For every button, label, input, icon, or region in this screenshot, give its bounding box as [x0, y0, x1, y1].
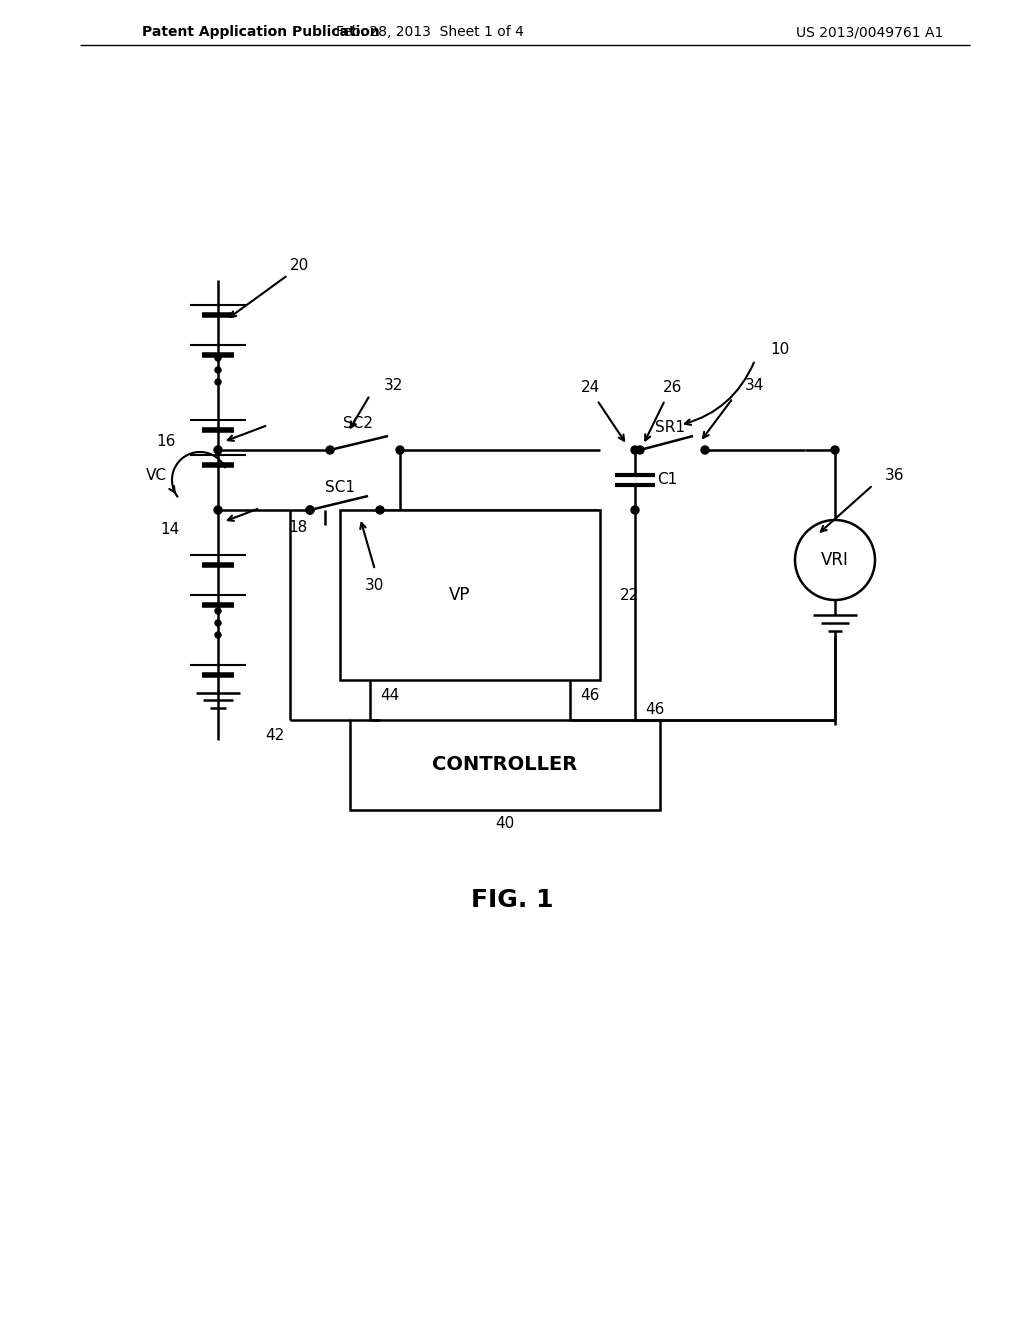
Text: VRI: VRI [821, 550, 849, 569]
Text: 40: 40 [496, 816, 515, 830]
Text: 10: 10 [770, 342, 790, 358]
Text: 46: 46 [645, 702, 665, 718]
Circle shape [396, 446, 404, 454]
Circle shape [215, 379, 221, 385]
Text: CONTROLLER: CONTROLLER [432, 755, 578, 775]
Circle shape [326, 446, 334, 454]
Circle shape [214, 446, 222, 454]
Bar [340, 510, 600, 680]
Text: 14: 14 [161, 523, 180, 537]
Circle shape [215, 620, 221, 626]
Circle shape [214, 506, 222, 513]
Text: SC1: SC1 [325, 480, 355, 495]
Text: 44: 44 [380, 688, 399, 702]
Bar [350, 719, 660, 810]
Text: SC2: SC2 [343, 417, 373, 432]
Text: Feb. 28, 2013  Sheet 1 of 4: Feb. 28, 2013 Sheet 1 of 4 [336, 25, 524, 40]
Text: 30: 30 [366, 578, 385, 593]
Text: 22: 22 [620, 587, 639, 602]
Circle shape [215, 367, 221, 374]
Circle shape [631, 506, 639, 513]
Circle shape [376, 506, 384, 513]
Text: Patent Application Publication: Patent Application Publication [142, 25, 380, 40]
Circle shape [306, 506, 314, 513]
Text: 42: 42 [266, 727, 285, 742]
Circle shape [631, 446, 639, 454]
Text: 36: 36 [885, 467, 904, 483]
Text: 16: 16 [157, 434, 176, 450]
Text: 18: 18 [289, 520, 307, 535]
Text: 20: 20 [290, 257, 309, 272]
Text: US 2013/0049761 A1: US 2013/0049761 A1 [797, 25, 944, 40]
Text: 46: 46 [580, 688, 599, 702]
Circle shape [831, 446, 839, 454]
Circle shape [701, 446, 709, 454]
Circle shape [215, 632, 221, 638]
Text: 26: 26 [664, 380, 683, 396]
Text: VC: VC [145, 467, 167, 483]
Text: 32: 32 [384, 378, 403, 392]
Text: FIG. 1: FIG. 1 [471, 888, 553, 912]
Text: 24: 24 [582, 380, 601, 396]
Text: 34: 34 [745, 378, 764, 392]
Circle shape [215, 609, 221, 614]
Text: VP: VP [450, 586, 471, 605]
Circle shape [636, 446, 644, 454]
Circle shape [306, 506, 314, 513]
Circle shape [215, 355, 221, 360]
Text: C1: C1 [657, 473, 677, 487]
Text: SR1: SR1 [655, 421, 685, 436]
